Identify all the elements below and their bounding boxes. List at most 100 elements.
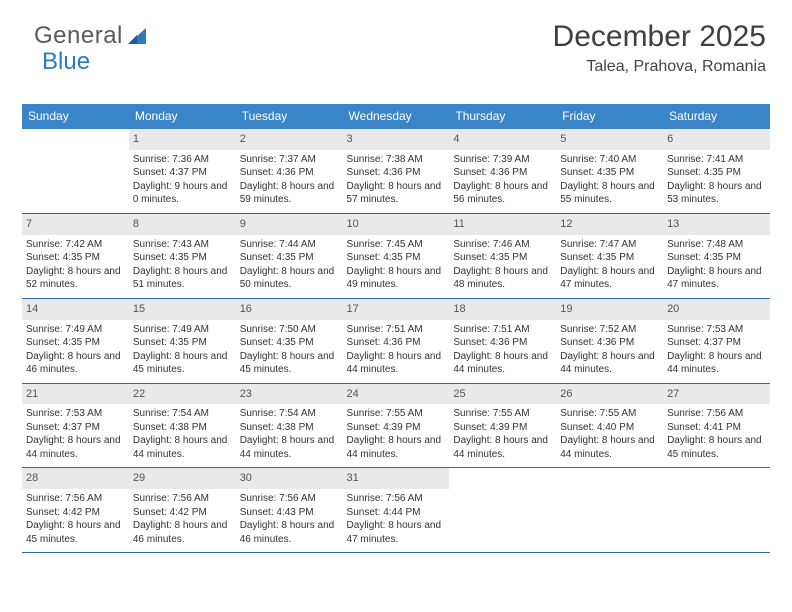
weekday-header: Friday bbox=[556, 104, 663, 129]
calendar-day-cell: 16Sunrise: 7:50 AMSunset: 4:35 PMDayligh… bbox=[236, 298, 343, 383]
sunset-text: Sunset: 4:36 PM bbox=[560, 336, 659, 350]
daylight-text: Daylight: 8 hours and 53 minutes. bbox=[667, 180, 766, 207]
weekday-header: Tuesday bbox=[236, 104, 343, 129]
sunrise-text: Sunrise: 7:55 AM bbox=[347, 407, 446, 421]
sunset-text: Sunset: 4:38 PM bbox=[240, 421, 339, 435]
calendar-day-cell: 29Sunrise: 7:56 AMSunset: 4:42 PMDayligh… bbox=[129, 468, 236, 553]
calendar-day-cell: 22Sunrise: 7:54 AMSunset: 4:38 PMDayligh… bbox=[129, 383, 236, 468]
calendar-day-cell: 27Sunrise: 7:56 AMSunset: 4:41 PMDayligh… bbox=[663, 383, 770, 468]
day-number: 4 bbox=[449, 129, 556, 150]
sunset-text: Sunset: 4:39 PM bbox=[347, 421, 446, 435]
weekday-header-row: Sunday Monday Tuesday Wednesday Thursday… bbox=[22, 104, 770, 129]
day-number: 24 bbox=[343, 384, 450, 405]
sunrise-text: Sunrise: 7:42 AM bbox=[26, 238, 125, 252]
sunset-text: Sunset: 4:36 PM bbox=[453, 166, 552, 180]
day-number: 19 bbox=[556, 299, 663, 320]
brand-part1: General bbox=[34, 22, 123, 50]
sunrise-text: Sunrise: 7:51 AM bbox=[347, 323, 446, 337]
day-number: 26 bbox=[556, 384, 663, 405]
sunrise-text: Sunrise: 7:56 AM bbox=[667, 407, 766, 421]
daylight-text: Daylight: 9 hours and 0 minutes. bbox=[133, 180, 232, 207]
calendar-day-cell: 18Sunrise: 7:51 AMSunset: 4:36 PMDayligh… bbox=[449, 298, 556, 383]
calendar-day-cell: 8Sunrise: 7:43 AMSunset: 4:35 PMDaylight… bbox=[129, 213, 236, 298]
sunset-text: Sunset: 4:35 PM bbox=[133, 336, 232, 350]
daylight-text: Daylight: 8 hours and 45 minutes. bbox=[26, 519, 125, 546]
sunrise-text: Sunrise: 7:52 AM bbox=[560, 323, 659, 337]
sunset-text: Sunset: 4:37 PM bbox=[667, 336, 766, 350]
daylight-text: Daylight: 8 hours and 46 minutes. bbox=[240, 519, 339, 546]
sunrise-text: Sunrise: 7:44 AM bbox=[240, 238, 339, 252]
sunset-text: Sunset: 4:35 PM bbox=[240, 251, 339, 265]
sunrise-text: Sunrise: 7:43 AM bbox=[133, 238, 232, 252]
sunrise-text: Sunrise: 7:50 AM bbox=[240, 323, 339, 337]
calendar-day-cell: 9Sunrise: 7:44 AMSunset: 4:35 PMDaylight… bbox=[236, 213, 343, 298]
calendar-day-cell: 24 Sunrise: 7:55 AMSunset: 4:39 PMDayligh… bbox=[343, 383, 450, 468]
daylight-text: Daylight: 8 hours and 44 minutes. bbox=[133, 434, 232, 461]
daylight-text: Daylight: 8 hours and 45 minutes. bbox=[133, 350, 232, 377]
sunrise-text: Sunrise: 7:53 AM bbox=[26, 407, 125, 421]
calendar-day-cell: 1Sunrise: 7:36 AMSunset: 4:37 PMDaylight… bbox=[129, 129, 236, 213]
sunset-text: Sunset: 4:36 PM bbox=[453, 336, 552, 350]
calendar-day-cell: 6Sunrise: 7:41 AMSunset: 4:35 PMDaylight… bbox=[663, 129, 770, 213]
daylight-text: Daylight: 8 hours and 47 minutes. bbox=[667, 265, 766, 292]
weekday-header: Sunday bbox=[22, 104, 129, 129]
sunset-text: Sunset: 4:44 PM bbox=[347, 506, 446, 520]
day-number: 25 bbox=[449, 384, 556, 405]
calendar-day-cell: 28 Sunrise: 7:56 AMSunset: 4:42 PMDayligh… bbox=[22, 468, 129, 553]
calendar-day-cell: 25Sunrise: 7:55 AMSunset: 4:39 PMDayligh… bbox=[449, 383, 556, 468]
calendar-day-cell: 13Sunrise: 7:48 AMSunset: 4:35 PMDayligh… bbox=[663, 213, 770, 298]
daylight-text: Daylight: 8 hours and 44 minutes. bbox=[453, 434, 552, 461]
calendar-day-cell: 26Sunrise: 7:55 AMSunset: 4:40 PMDayligh… bbox=[556, 383, 663, 468]
daylight-text: Daylight: 8 hours and 56 minutes. bbox=[453, 180, 552, 207]
daylight-text: Daylight: 8 hours and 59 minutes. bbox=[240, 180, 339, 207]
sunrise-text: Sunrise: 7:37 AM bbox=[240, 153, 339, 167]
daylight-text: Daylight: 8 hours and 44 minutes. bbox=[560, 350, 659, 377]
day-number: 30 bbox=[236, 468, 343, 489]
calendar-day-cell bbox=[22, 129, 129, 213]
sunrise-text: Sunrise: 7:56 AM bbox=[240, 492, 339, 506]
sunrise-text: Sunrise: 7:54 AM bbox=[240, 407, 339, 421]
calendar-day-cell: 2Sunrise: 7:37 AMSunset: 4:36 PMDaylight… bbox=[236, 129, 343, 213]
daylight-text: Daylight: 8 hours and 44 minutes. bbox=[560, 434, 659, 461]
daylight-text: Daylight: 8 hours and 45 minutes. bbox=[240, 350, 339, 377]
calendar-day-cell: 10Sunrise: 7:45 AMSunset: 4:35 PMDayligh… bbox=[343, 213, 450, 298]
calendar-day-cell bbox=[663, 468, 770, 553]
sunset-text: Sunset: 4:42 PM bbox=[26, 506, 125, 520]
daylight-text: Daylight: 8 hours and 44 minutes. bbox=[26, 434, 125, 461]
calendar-day-cell: 23Sunrise: 7:54 AMSunset: 4:38 PMDayligh… bbox=[236, 383, 343, 468]
calendar-day-cell: 11Sunrise: 7:46 AMSunset: 4:35 PMDayligh… bbox=[449, 213, 556, 298]
daylight-text: Daylight: 8 hours and 47 minutes. bbox=[560, 265, 659, 292]
calendar-day-cell bbox=[449, 468, 556, 553]
sunrise-text: Sunrise: 7:49 AM bbox=[26, 323, 125, 337]
day-number: 8 bbox=[129, 214, 236, 235]
page-heading: December 2025 Talea, Prahova, Romania bbox=[553, 20, 766, 76]
calendar-week-row: 14Sunrise: 7:49 AMSunset: 4:35 PMDayligh… bbox=[22, 298, 770, 383]
sunset-text: Sunset: 4:36 PM bbox=[347, 166, 446, 180]
sunrise-text: Sunrise: 7:54 AM bbox=[133, 407, 232, 421]
sunrise-text: Sunrise: 7:56 AM bbox=[26, 492, 125, 506]
day-number: 31 bbox=[343, 468, 450, 489]
sunrise-text: Sunrise: 7:38 AM bbox=[347, 153, 446, 167]
weekday-header: Saturday bbox=[663, 104, 770, 129]
sunrise-text: Sunrise: 7:36 AM bbox=[133, 153, 232, 167]
location-subtitle: Talea, Prahova, Romania bbox=[553, 58, 766, 76]
sunset-text: Sunset: 4:38 PM bbox=[133, 421, 232, 435]
sunrise-text: Sunrise: 7:51 AM bbox=[453, 323, 552, 337]
calendar-day-cell: 5Sunrise: 7:40 AMSunset: 4:35 PMDaylight… bbox=[556, 129, 663, 213]
daylight-text: Daylight: 8 hours and 44 minutes. bbox=[667, 350, 766, 377]
sunrise-text: Sunrise: 7:40 AM bbox=[560, 153, 659, 167]
calendar-week-row: 7Sunrise: 7:42 AMSunset: 4:35 PMDaylight… bbox=[22, 213, 770, 298]
sunrise-text: Sunrise: 7:46 AM bbox=[453, 238, 552, 252]
brand-logo: General bbox=[34, 22, 148, 50]
daylight-text: Daylight: 8 hours and 44 minutes. bbox=[453, 350, 552, 377]
day-number: 6 bbox=[663, 129, 770, 150]
sunset-text: Sunset: 4:36 PM bbox=[347, 336, 446, 350]
sunrise-text: Sunrise: 7:56 AM bbox=[133, 492, 232, 506]
day-number: 28 bbox=[22, 468, 129, 489]
daylight-text: Daylight: 8 hours and 44 minutes. bbox=[240, 434, 339, 461]
daylight-text: Daylight: 8 hours and 49 minutes. bbox=[347, 265, 446, 292]
daylight-text: Daylight: 8 hours and 44 minutes. bbox=[347, 434, 446, 461]
calendar-table: Sunday Monday Tuesday Wednesday Thursday… bbox=[22, 104, 770, 553]
calendar-day-cell: 17Sunrise: 7:51 AMSunset: 4:36 PMDayligh… bbox=[343, 298, 450, 383]
day-number: 10 bbox=[343, 214, 450, 235]
